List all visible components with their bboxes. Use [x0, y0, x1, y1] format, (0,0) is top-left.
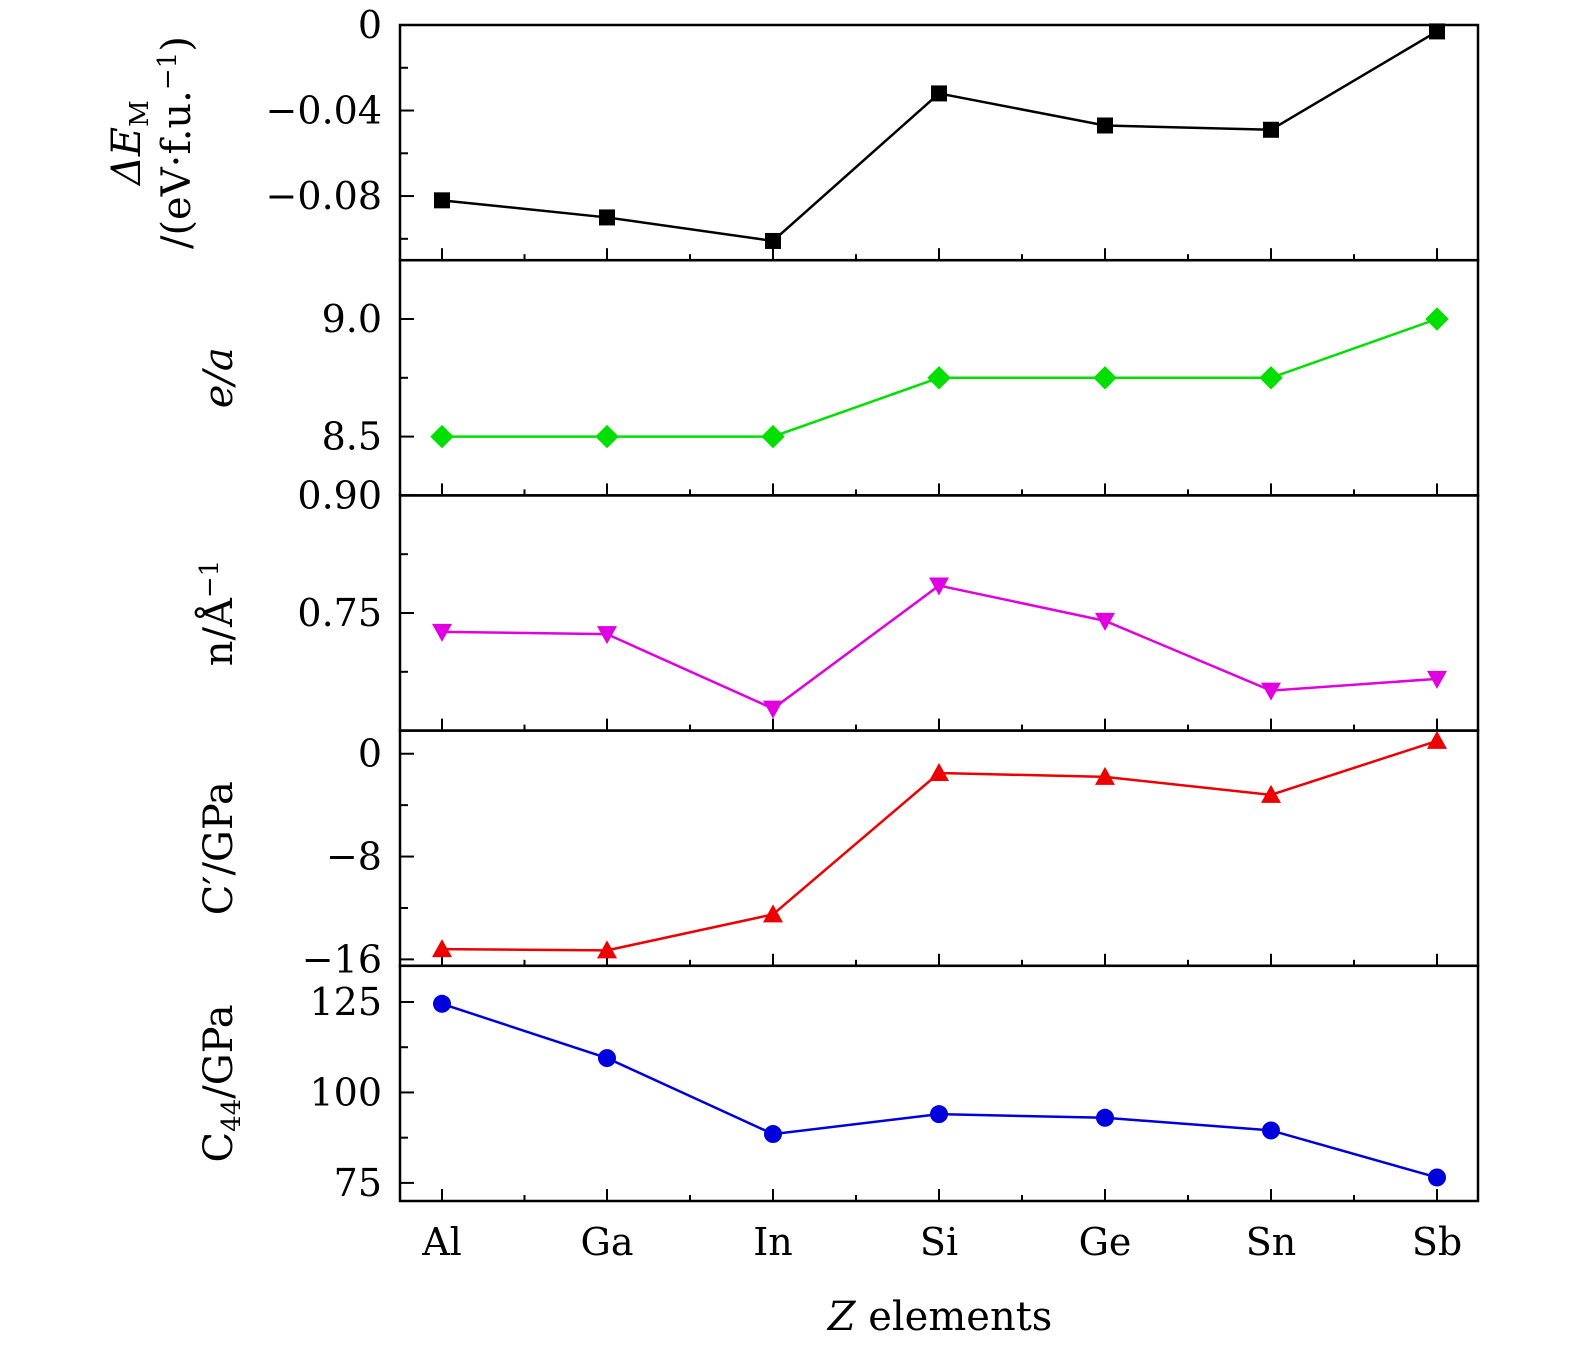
data-point-c-prime	[1261, 784, 1281, 803]
x-tick-label: Sb	[1412, 1220, 1462, 1264]
data-point-n-density	[1261, 682, 1281, 701]
data-point-c44	[1428, 1168, 1446, 1187]
y-tick-label: 0	[358, 3, 382, 47]
data-point-e-over-a	[761, 424, 785, 449]
y-axis-label-sub: M	[125, 100, 155, 127]
data-point-n-density	[1427, 670, 1447, 689]
x-tick-label: Si	[920, 1220, 958, 1264]
panel-delta-em: 0 −0.04 −0.08 ΔEM/(eV·f.u.−1)	[104, 3, 1480, 262]
data-point-e-over-a	[927, 366, 951, 390]
y-axis-label-delta-em-line1: ΔEM	[104, 100, 155, 187]
series-line-n-density	[441, 584, 1438, 711]
x-axis-label-var: Z	[826, 1294, 857, 1340]
data-point-n-density	[1095, 612, 1115, 631]
x-tick-label: Ga	[580, 1220, 633, 1264]
y-axis-label-sup: −1	[195, 560, 225, 598]
y-tick-label: −0.04	[266, 89, 382, 133]
y-tick-label: 9.0	[322, 297, 382, 341]
data-point-c-prime	[432, 939, 452, 958]
y-tick-label: −16	[302, 937, 382, 981]
x-tick-label: In	[753, 1220, 792, 1264]
series-line-delta-em	[441, 30, 1438, 243]
x-tick-labels: Al Ga In Si Ge Sn Sb	[421, 1220, 1462, 1264]
data-point-c44	[764, 1125, 782, 1144]
data-point-c44	[598, 1049, 616, 1068]
data-point-delta-em	[434, 192, 450, 209]
y-axis-label-c-prime: C′/GPa	[196, 781, 242, 915]
data-point-c-prime	[1427, 730, 1447, 749]
data-point-e-over-a	[430, 424, 454, 449]
y-tick-label: −0.08	[266, 174, 382, 218]
x-axis-label-rest: elements	[855, 1294, 1052, 1340]
y-axis-label-sub: 44	[217, 1099, 247, 1132]
y-tick-label: −8	[326, 835, 382, 879]
data-point-delta-em	[1097, 117, 1113, 134]
y-axis-label-main: ΔE	[104, 127, 150, 187]
data-point-c-prime	[597, 940, 617, 959]
y-axis-label-tail: /GPa	[196, 1004, 242, 1098]
x-tick-label: Ge	[1079, 1220, 1132, 1264]
panel-frame	[398, 494, 1480, 732]
chart-panels: 0−0.04−0.08ΔEM/(eV·f.u.−1)8.59.0e/a0.900…	[104, 3, 1480, 1205]
panel-frame	[398, 23, 1480, 262]
x-axis-label: Z elements	[826, 1294, 1053, 1340]
y-axis-label-main: C′/GPa	[196, 781, 242, 915]
y-axis-label-tail: )	[154, 36, 200, 52]
data-point-n-density	[432, 623, 452, 642]
y-axis-label-sup: −1	[153, 52, 183, 90]
data-point-c44	[433, 994, 451, 1013]
data-point-delta-em	[599, 209, 615, 226]
panel-n-density: 0.90 0.75 n/Å−1	[195, 473, 1480, 732]
y-tick-label: 8.5	[322, 415, 382, 459]
y-axis-label-c44: C44/GPa	[196, 1004, 247, 1162]
y-tick-label: 0.90	[297, 473, 382, 517]
y-axis-label-delta-em-line2: /(eV·f.u.−1)	[153, 36, 200, 249]
data-point-c-prime	[763, 904, 783, 923]
data-point-e-over-a	[1259, 366, 1283, 390]
data-point-e-over-a	[595, 424, 619, 449]
panel-c-prime: 0 −8 −16 C′/GPa	[196, 729, 1480, 981]
y-tick-label: 125	[309, 980, 382, 1024]
data-point-e-over-a	[1093, 366, 1117, 390]
series-line-c44	[441, 1002, 1438, 1179]
data-point-c44	[930, 1105, 948, 1124]
data-point-n-density	[929, 577, 949, 596]
x-tick-label: Sn	[1246, 1220, 1297, 1264]
y-axis-label-main: /(eV·f.u.	[154, 90, 200, 249]
data-point-c44	[1262, 1121, 1280, 1140]
data-point-delta-em	[1429, 23, 1445, 40]
y-tick-label: 0	[358, 732, 382, 776]
data-point-n-density	[763, 700, 783, 719]
data-point-e-over-a	[1425, 307, 1449, 331]
data-point-delta-em	[1263, 121, 1279, 138]
panel-e-over-a: 8.5 9.0 e/a	[196, 258, 1480, 497]
y-tick-label: 0.75	[297, 591, 382, 635]
y-tick-label: 100	[309, 1070, 382, 1114]
data-point-delta-em	[765, 232, 781, 249]
y-axis-label-e-over-a: e/a	[196, 347, 242, 408]
data-point-c44	[1096, 1108, 1114, 1127]
panel-c44: 125 100 75 C44/GPa	[196, 964, 1480, 1205]
data-point-c-prime	[1095, 766, 1115, 785]
x-tick-label: Al	[421, 1220, 462, 1264]
y-axis-label-main: n/Å	[195, 597, 242, 666]
data-point-delta-em	[931, 85, 947, 102]
y-tick-label: 75	[334, 1161, 382, 1205]
y-axis-label-n-density: n/Å−1	[195, 560, 242, 666]
y-axis-label-main: e/a	[196, 347, 242, 408]
data-point-n-density	[597, 626, 617, 645]
data-point-c-prime	[929, 763, 949, 782]
panel-frame	[398, 964, 1480, 1203]
y-axis-label-main: C	[196, 1132, 242, 1163]
